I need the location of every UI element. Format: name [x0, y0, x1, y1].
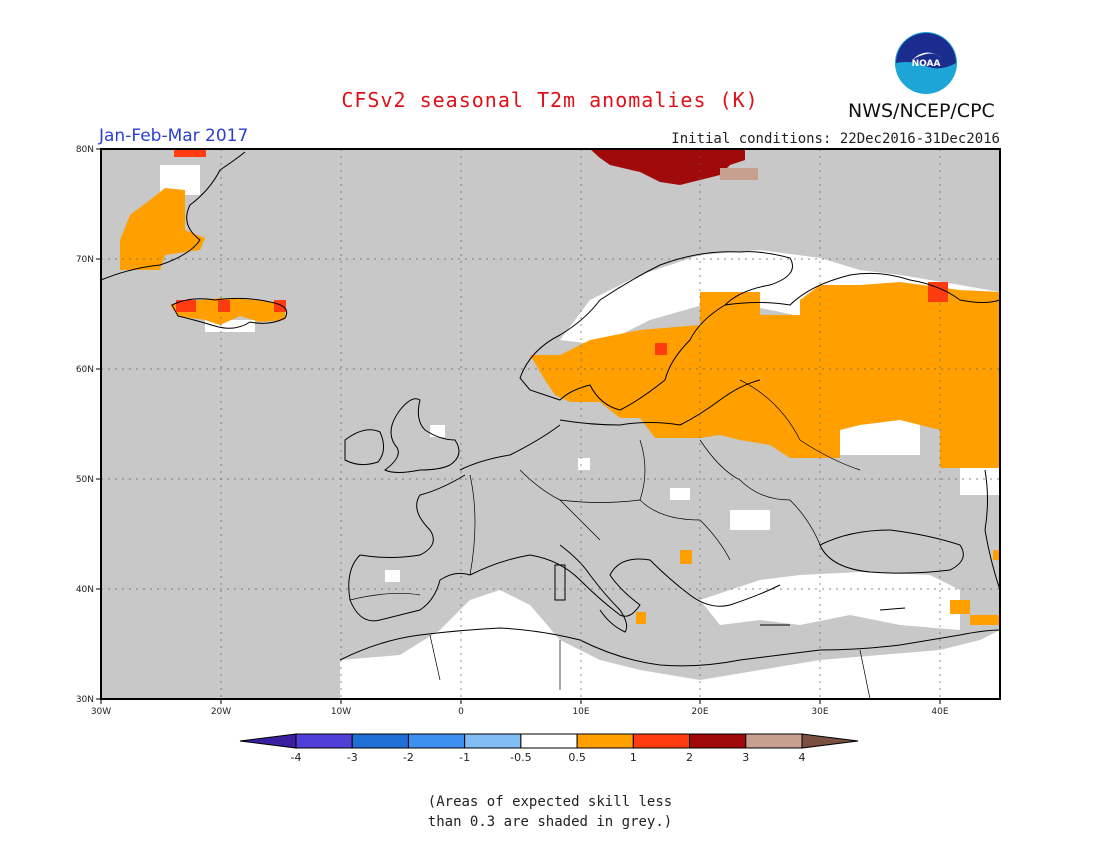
noaa-logo: NOAA	[895, 32, 957, 94]
colorbar-segment	[689, 733, 747, 749]
colorbar-tick-label: -0.5	[510, 751, 531, 764]
agency-label: NWS/NCEP/CPC	[848, 100, 995, 122]
note-line: (Areas of expected skill less	[427, 794, 673, 810]
colorbar-tick-label: -1	[459, 751, 470, 764]
colorbar-segment	[464, 733, 522, 749]
coastlines	[100, 151, 1001, 667]
axis-ticks	[96, 148, 941, 704]
colorbar-tick-label: -3	[347, 751, 358, 764]
lat-label: 70N	[76, 255, 94, 265]
colorbar-segment	[632, 733, 691, 749]
lon-label: 40E	[931, 707, 948, 717]
lat-label: 40N	[76, 585, 94, 595]
warm-anomaly-0-5-1	[120, 188, 1000, 625]
colorbar-segment	[745, 733, 803, 749]
lon-label: 30W	[91, 707, 111, 717]
skill-note: (Areas of expected skill less than 0.3 a…	[0, 792, 1100, 832]
warm-anomaly-3-4	[720, 168, 758, 180]
colorbar-segment	[520, 733, 578, 749]
lat-label: 30N	[76, 695, 94, 705]
colorbar-extend-high	[801, 733, 859, 749]
lon-label: 10E	[572, 707, 589, 717]
colorbar-segment	[576, 733, 634, 749]
colorbar	[239, 733, 859, 749]
colorbar-labels: -4 -3 -2 -1 -0.5 0.5 1 2 3 4	[291, 751, 806, 764]
note-line: than 0.3 are shaded in grey.)	[427, 814, 673, 830]
lat-label: 50N	[76, 475, 94, 485]
lon-label: 20W	[211, 707, 231, 717]
colorbar-tick-label: -2	[403, 751, 414, 764]
colorbar-segment	[351, 733, 409, 749]
colorbar-tick-label: 4	[799, 751, 806, 764]
initial-conditions-label: Initial conditions: 22Dec2016-31Dec2016	[671, 131, 1000, 147]
gridlines	[101, 149, 1000, 699]
map-figure: NOAA	[76, 32, 1001, 764]
colorbar-tick-label: 3	[742, 751, 749, 764]
logo-text: NOAA	[912, 59, 941, 69]
colorbar-segment	[295, 733, 353, 749]
longitude-labels: 30W 20W 10W 0 10E 20E 30E 40E	[91, 707, 949, 717]
colorbar-tick-label: 1	[630, 751, 637, 764]
season-label: Jan-Feb-Mar 2017	[99, 126, 249, 146]
colorbar-segment	[407, 733, 466, 749]
warm-anomaly-2-3	[590, 149, 745, 185]
map-frame	[100, 148, 1001, 700]
latitude-labels: 80N 70N 60N 50N 40N 30N	[76, 145, 94, 705]
lon-label: 20E	[691, 707, 708, 717]
colorbar-tick-label: -4	[291, 751, 302, 764]
lon-label: 30E	[811, 707, 828, 717]
lon-label: 0	[458, 707, 464, 717]
country-borders	[349, 379, 871, 700]
lon-label: 10W	[331, 707, 351, 717]
colorbar-extend-low	[239, 733, 297, 749]
map-area	[100, 148, 1001, 700]
lat-label: 80N	[76, 145, 94, 155]
colorbar-tick-label: 0.5	[568, 751, 586, 764]
colorbar-tick-label: 2	[686, 751, 693, 764]
map-title: CFSv2 seasonal T2m anomalies (K)	[341, 88, 759, 112]
lat-label: 60N	[76, 365, 94, 375]
